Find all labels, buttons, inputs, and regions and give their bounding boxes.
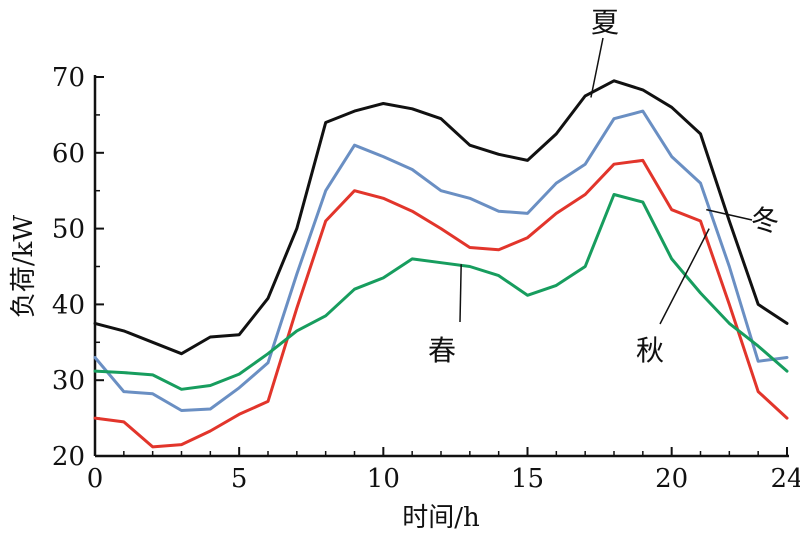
leader-line-冬 [706,208,753,221]
annotation-leaders [459,37,753,325]
y-axis-label: 负荷/kW [9,215,39,319]
series-labels: 夏冬秋 春 [428,6,779,367]
x-axis-label: 时间/h [402,503,480,533]
series-line-秋 [93,158,789,449]
x-tick-label: 24 [770,464,800,494]
series-label-夏: 夏 [591,6,619,39]
axes [93,75,789,458]
leader-line-秋 [659,228,710,325]
x-tick-label: 20 [655,464,688,494]
y-tick-label: 70 [52,63,85,93]
x-tick-label: 15 [511,464,544,494]
y-tick-label: 30 [52,366,85,396]
leader-line-春 [459,264,462,323]
x-tick-label: 10 [367,464,400,494]
x-tick-label: 5 [231,464,248,494]
y-tick-label: 60 [52,139,85,169]
series-label-春: 春 [428,334,456,367]
series-line-春 [93,193,789,391]
series-label-冬: 冬 [751,204,779,237]
y-tick-label: 20 [52,442,85,472]
leader-line-夏 [590,37,604,98]
series-lines [93,79,789,449]
x-tick-label: 0 [87,464,104,494]
ticks: 20 30 40 50 60 70 0 5 10 15 20 24 [52,63,800,494]
series-label-秋: 秋 [636,334,664,367]
y-tick-label: 50 [52,215,85,245]
series-line-夏 [93,79,789,356]
series-line-冬 [93,109,789,412]
y-tick-label: 40 [52,290,85,320]
